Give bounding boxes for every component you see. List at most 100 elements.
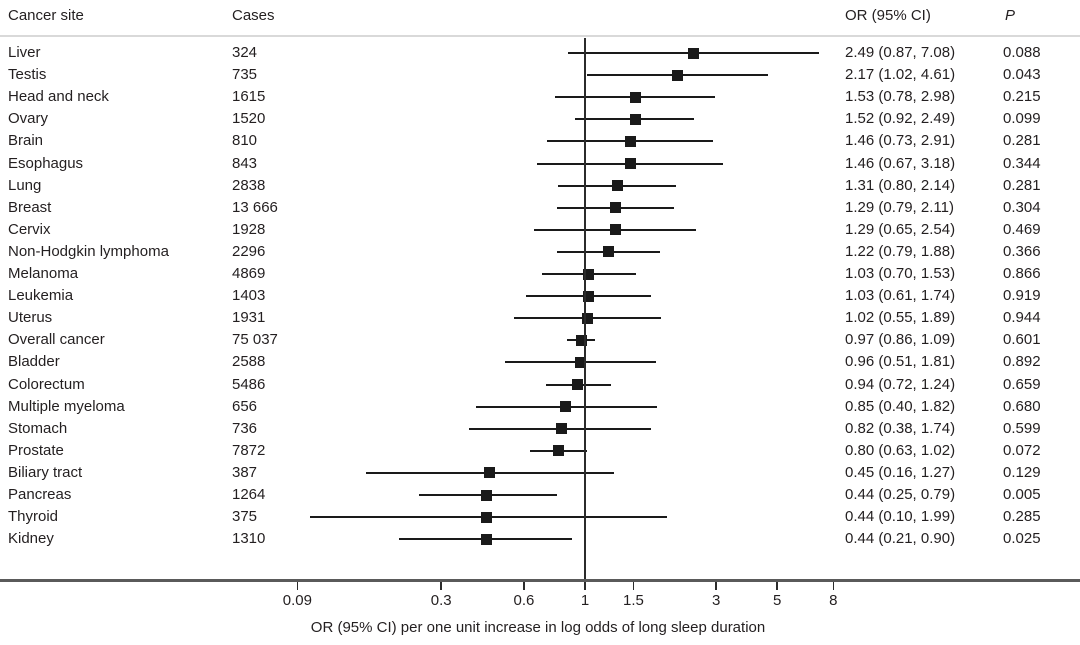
cases-value: 736 bbox=[232, 419, 258, 437]
x-axis-line bbox=[0, 579, 1080, 582]
site-label: Uterus bbox=[8, 309, 53, 327]
site-label: Non-Hodgkin lymphoma bbox=[8, 242, 169, 260]
x-tick-mark bbox=[584, 582, 586, 590]
site-label: Ovary bbox=[8, 110, 49, 128]
or-ci-value: 1.31 (0.80, 2.14) bbox=[845, 176, 956, 194]
forest-row: Uterus 1931 1.02 (0.55, 1.89) 0.944 bbox=[0, 307, 1080, 329]
header-divider-line bbox=[0, 35, 1080, 37]
site-label: Testis bbox=[8, 66, 47, 84]
site-label: Head and neck bbox=[8, 88, 109, 106]
cases-value: 2588 bbox=[232, 353, 266, 371]
p-value: 0.944 bbox=[1003, 309, 1041, 327]
cases-value: 324 bbox=[232, 44, 258, 61]
forest-row: Melanoma 4869 1.03 (0.70, 1.53) 0.866 bbox=[0, 263, 1080, 285]
cases-value: 5486 bbox=[232, 375, 266, 393]
cases-value: 1264 bbox=[232, 486, 266, 503]
p-value: 0.281 bbox=[1003, 132, 1041, 150]
p-value: 0.072 bbox=[1003, 441, 1041, 459]
p-value: 0.919 bbox=[1003, 287, 1041, 305]
forest-row: Kidney 1310 0.44 (0.21, 0.90) 0.025 bbox=[0, 528, 1080, 550]
or-marker bbox=[624, 135, 636, 147]
site-label: Thyroid bbox=[8, 508, 59, 526]
p-value: 0.366 bbox=[1003, 242, 1041, 260]
or-marker bbox=[481, 511, 493, 523]
or-marker bbox=[603, 246, 615, 258]
x-tick-label: 3 bbox=[712, 592, 721, 609]
forest-row: Biliary tract 387 0.45 (0.16, 1.27) 0.129 bbox=[0, 462, 1080, 484]
x-tick-label: 5 bbox=[773, 592, 782, 609]
x-tick-mark bbox=[832, 582, 835, 590]
or-marker bbox=[583, 268, 595, 280]
or-ci-value: 1.03 (0.61, 1.74) bbox=[845, 287, 956, 305]
site-label: Breast bbox=[8, 198, 52, 216]
or-marker bbox=[575, 334, 587, 346]
or-marker bbox=[555, 423, 567, 435]
site-label: Esophagus bbox=[8, 154, 84, 172]
x-tick-label: 8 bbox=[829, 592, 838, 609]
or-marker bbox=[583, 290, 595, 302]
site-label: Bladder bbox=[8, 353, 60, 371]
forest-row: Cervix 1928 1.29 (0.65, 2.54) 0.469 bbox=[0, 219, 1080, 241]
or-ci-value: 1.53 (0.78, 2.98) bbox=[845, 88, 956, 106]
cases-value: 656 bbox=[232, 397, 258, 415]
site-label: Multiple myeloma bbox=[8, 397, 125, 415]
column-header-or-ci: OR (95% CI) bbox=[845, 7, 931, 24]
or-ci-value: 0.85 (0.40, 1.82) bbox=[845, 397, 956, 415]
p-value: 0.601 bbox=[1003, 331, 1041, 349]
or-ci-value: 0.94 (0.72, 1.24) bbox=[845, 375, 956, 393]
x-tick-label: 1.5 bbox=[622, 592, 644, 609]
or-ci-value: 0.45 (0.16, 1.27) bbox=[845, 463, 956, 481]
or-marker bbox=[624, 158, 636, 169]
cases-value: 1403 bbox=[232, 287, 266, 305]
or-ci-value: 1.29 (0.79, 2.11) bbox=[845, 198, 954, 216]
site-label: Overall cancer bbox=[8, 331, 105, 349]
site-label: Colorectum bbox=[8, 375, 85, 393]
p-value: 0.469 bbox=[1003, 220, 1041, 238]
cases-value: 387 bbox=[232, 463, 258, 481]
or-marker bbox=[574, 356, 586, 368]
x-tick-mark bbox=[440, 582, 442, 590]
p-value: 0.892 bbox=[1003, 353, 1041, 371]
forest-row: Brain 810 1.46 (0.73, 2.91) 0.281 bbox=[0, 130, 1080, 152]
p-value: 0.025 bbox=[1003, 530, 1041, 548]
p-value: 0.281 bbox=[1003, 176, 1041, 194]
column-header-cancer-site: Cancer site bbox=[8, 7, 84, 24]
or-marker bbox=[560, 401, 572, 413]
forest-row: Stomach 736 0.82 (0.38, 1.74) 0.599 bbox=[0, 418, 1080, 440]
or-marker bbox=[581, 312, 593, 324]
site-label: Leukemia bbox=[8, 287, 74, 305]
p-value: 0.099 bbox=[1003, 110, 1041, 128]
or-marker bbox=[630, 91, 642, 103]
or-ci-value: 1.03 (0.70, 1.53) bbox=[845, 265, 956, 282]
or-ci-value: 1.46 (0.67, 3.18) bbox=[845, 154, 956, 172]
forest-row: Lung 2838 1.31 (0.80, 2.14) 0.281 bbox=[0, 175, 1080, 197]
x-tick-mark bbox=[776, 582, 778, 590]
cases-value: 843 bbox=[232, 154, 258, 172]
forest-row: Non-Hodgkin lymphoma 2296 1.22 (0.79, 1.88… bbox=[0, 241, 1080, 263]
or-marker bbox=[552, 445, 564, 457]
or-ci-value: 2.17 (1.02, 4.61) bbox=[845, 66, 956, 84]
cases-value: 1615 bbox=[232, 88, 266, 106]
or-marker bbox=[629, 113, 641, 125]
site-label: Melanoma bbox=[8, 265, 79, 282]
x-tick-mark bbox=[715, 582, 717, 590]
or-ci-value: 0.44 (0.10, 1.99) bbox=[845, 508, 956, 526]
cases-value: 375 bbox=[232, 508, 258, 526]
cases-value: 75 037 bbox=[232, 331, 278, 349]
cases-value: 2838 bbox=[232, 176, 266, 194]
x-tick-label: 0.09 bbox=[282, 592, 312, 609]
or-marker bbox=[609, 202, 621, 214]
cases-value: 1931 bbox=[232, 309, 266, 327]
cases-value: 735 bbox=[232, 66, 258, 84]
or-ci-value: 1.29 (0.65, 2.54) bbox=[845, 220, 956, 238]
p-value: 0.680 bbox=[1003, 397, 1041, 415]
or-ci-value: 1.22 (0.79, 1.88) bbox=[845, 242, 956, 260]
site-label: Liver bbox=[8, 44, 41, 61]
forest-row: Breast 13 666 1.29 (0.79, 2.11) 0.304 bbox=[0, 197, 1080, 219]
site-label: Cervix bbox=[8, 220, 51, 238]
p-value: 0.344 bbox=[1003, 154, 1041, 172]
x-tick-mark bbox=[523, 582, 525, 590]
or-marker bbox=[609, 224, 621, 236]
site-label: Biliary tract bbox=[8, 463, 83, 481]
